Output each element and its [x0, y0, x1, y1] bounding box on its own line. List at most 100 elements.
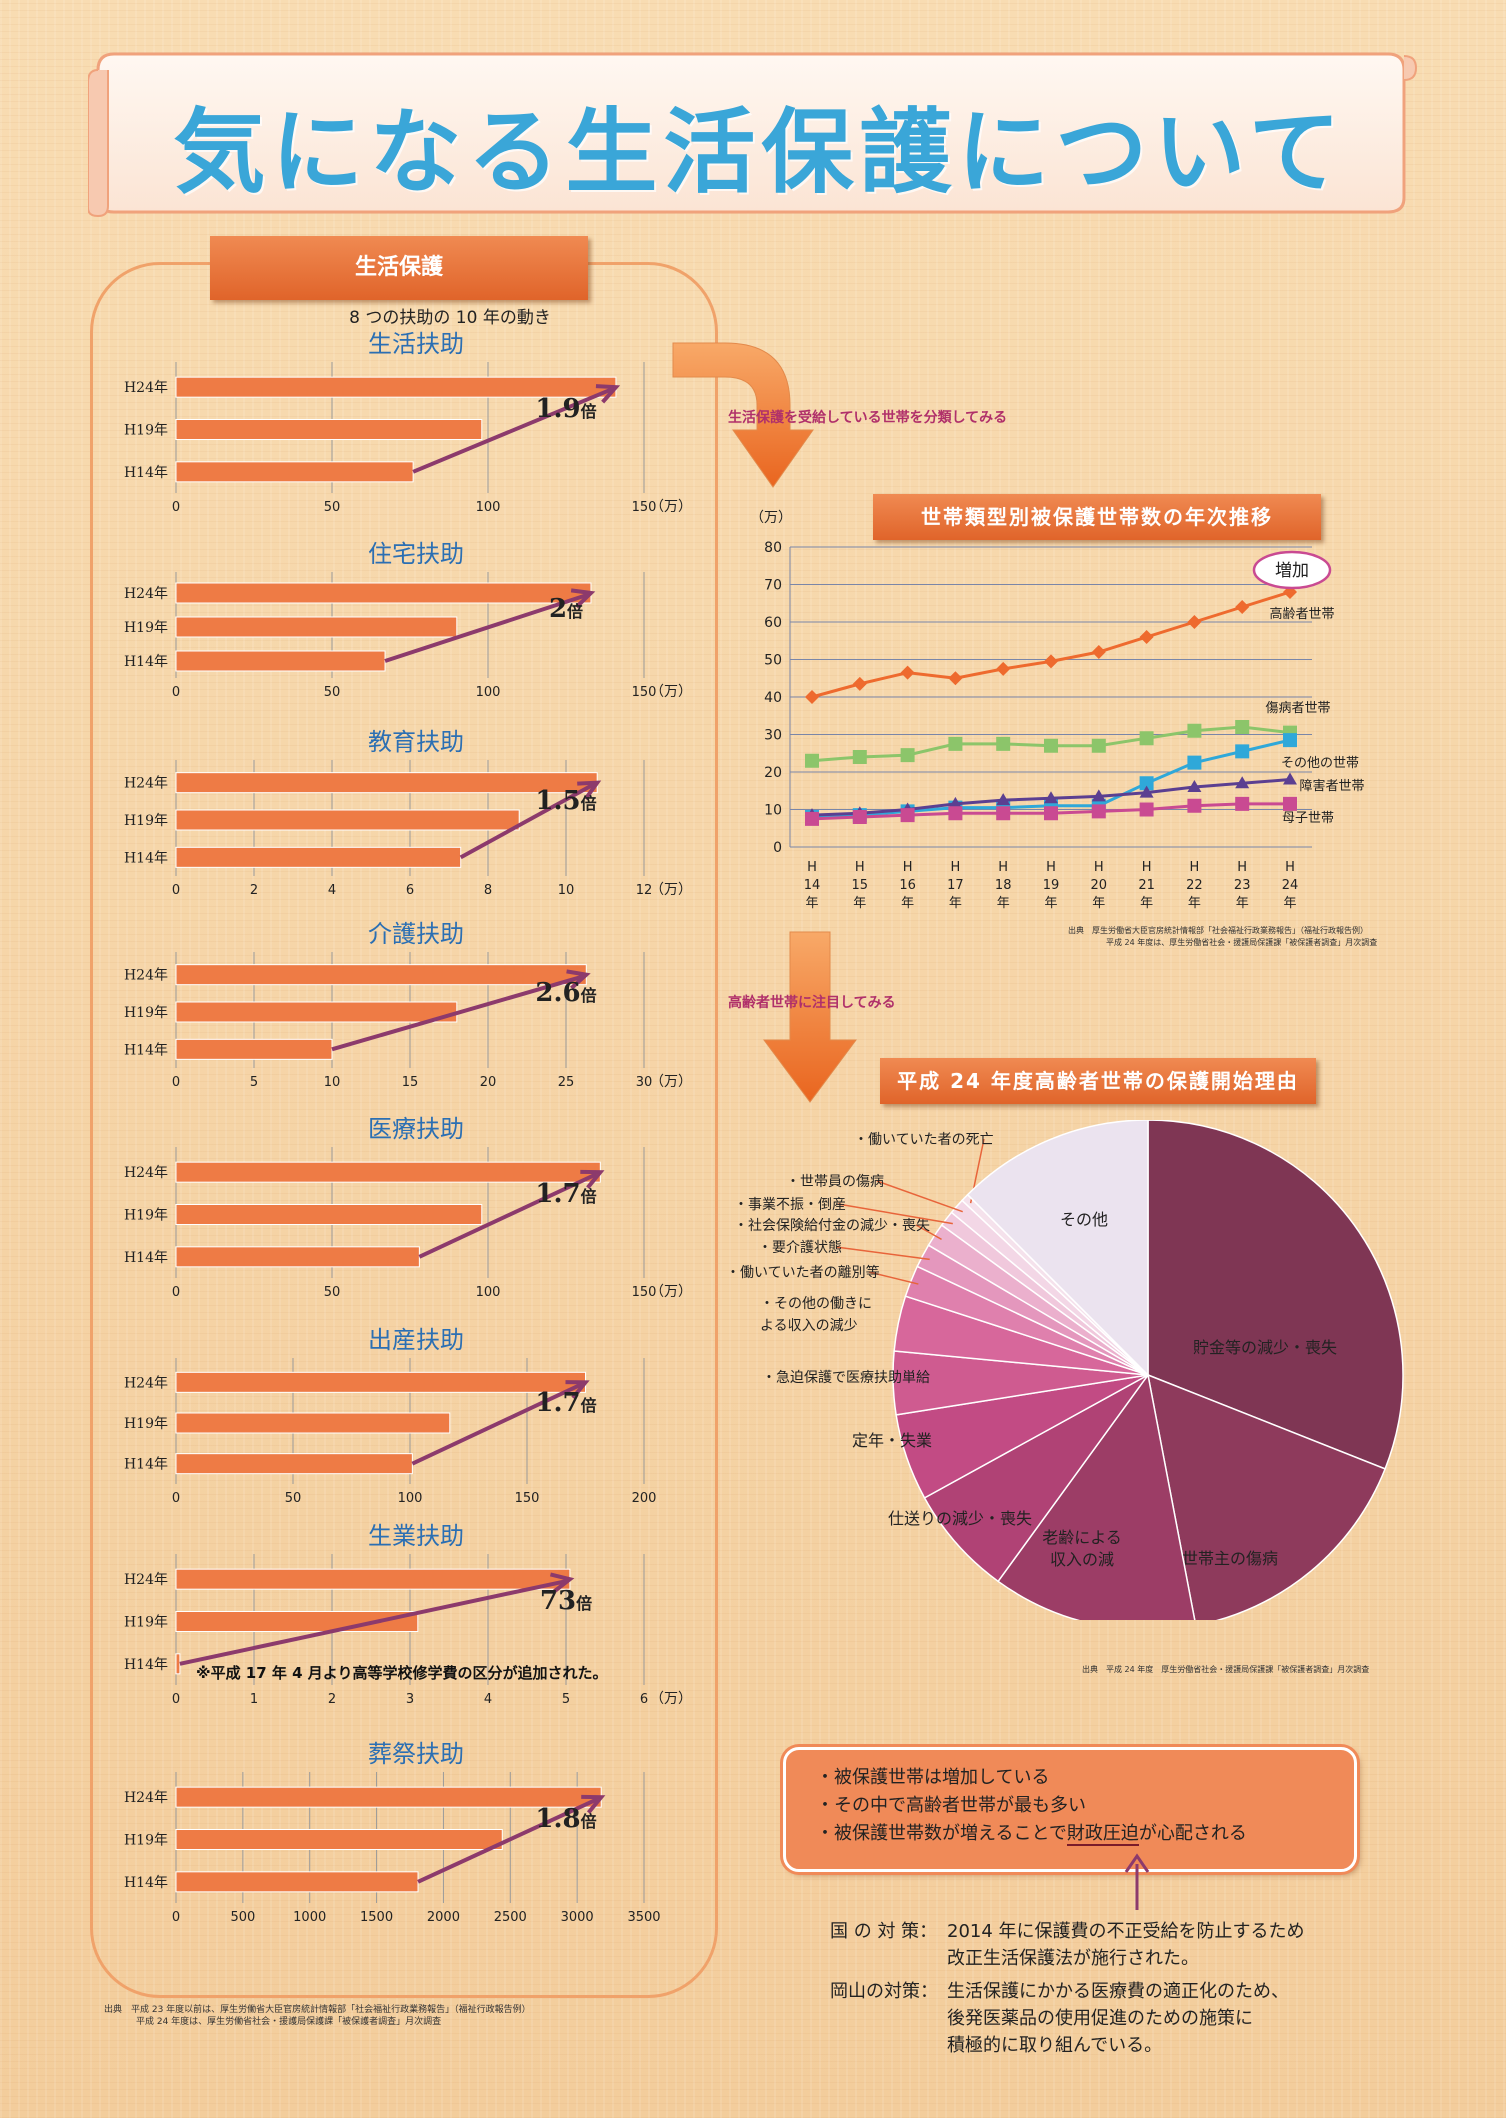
series-point [948, 796, 963, 809]
series-point [1139, 731, 1154, 746]
pie-leader-line [876, 1180, 963, 1213]
series-point [948, 806, 963, 821]
national-measure-1: 2014 年に保護費の不正受給を防止するため [947, 1921, 1305, 1942]
y-tick-label: 30 [764, 728, 782, 744]
pie-slice [1147, 1120, 1404, 1470]
national-measure-2: 改正生活保護法が施行された。 [947, 1948, 1199, 1969]
x-axis-unit: （万） [650, 1074, 692, 1090]
pie-leader-line [835, 1246, 930, 1261]
x-tick-label: 0 [172, 1910, 180, 1925]
x-tick-label: 2 [328, 1692, 336, 1707]
series-point [805, 690, 819, 704]
x-tick-label: 2500 [494, 1910, 527, 1925]
x-tick-label: 150 [632, 1285, 657, 1300]
bar-chart-title: 介護扶助 [368, 920, 464, 948]
bar [175, 1871, 419, 1893]
x-tick-label: 年 [1283, 896, 1296, 911]
bar [175, 1412, 451, 1434]
line-chart-source-line-2: 平成 24 年度は、厚生労働省社会・援護局保護課「被保護者調査」月次調査 [1106, 938, 1378, 947]
x-tick-label: 100 [398, 1491, 423, 1506]
bar-chart-title: 出産扶助 [368, 1326, 464, 1354]
x-tick-label: H [1285, 860, 1295, 875]
y-category-label: H14年 [124, 850, 168, 866]
x-tick-label: 15 [852, 878, 869, 893]
bar-chart-kaigo: 介護扶助 0 5 10 15 20 25 30（万） H24年 H19年 H14年 2.6倍 [124, 920, 692, 1090]
multiplier-label: 73倍 [540, 1586, 592, 1616]
growth-arrow-head [566, 969, 591, 990]
x-tick-label: 年 [853, 896, 866, 911]
series-point [1044, 654, 1058, 669]
series-point [1091, 645, 1106, 659]
pie-slice-label: 世帯主の傷病 [1182, 1549, 1278, 1568]
bar-chart-title: 生業扶助 [368, 1522, 464, 1550]
series-point [948, 671, 963, 686]
series-point [852, 750, 867, 764]
y-category-label: H24年 [124, 1375, 168, 1391]
x-tick-label: 10 [558, 883, 575, 898]
series-point [1283, 772, 1297, 785]
x-tick-label: 100 [476, 685, 501, 700]
line-chart-label: 世帯類型別被保護世帯数の年次推移 [873, 494, 1321, 540]
x-tick-label: 14 [804, 878, 821, 893]
arrow-1-caption: 生活保護を受給している世帯を分類してみる [728, 410, 1008, 426]
pie-slice-label: その他 [1060, 1210, 1108, 1229]
x-tick-label: 2 [250, 883, 258, 898]
x-tick-label: 0 [172, 883, 180, 898]
multiplier-label: 1.9倍 [535, 394, 596, 424]
y-category-label: H14年 [124, 1250, 168, 1266]
series-point [1091, 738, 1106, 753]
y-category-label: H19年 [124, 620, 168, 636]
y-category-label: H24年 [124, 586, 168, 602]
series-point [1283, 733, 1297, 748]
bar [175, 1829, 503, 1850]
x-tick-label: H [1237, 860, 1247, 875]
bar-chart-seikatsu: 生活扶助 0 50 100 150（万） H24年 H19年 H14年 1.9倍 [124, 330, 692, 515]
bar [175, 964, 587, 986]
pie-slice-label: ・その他の働きに [760, 1296, 872, 1312]
summary-box: ・被保護世帯は増加している ・その中で高齢者世帯が最も多い ・被保護世帯数が増え… [783, 1747, 1357, 1872]
pie-chart-source: 出典 平成 24 年度 厚生労働省社会・援護局保護課「被保護者調査」月次調査 [1082, 1665, 1370, 1674]
series-point [996, 736, 1011, 751]
growth-arrow-head [595, 384, 621, 404]
y-tick-label: 10 [764, 803, 782, 819]
bar-chart-sosai: 葬祭扶助 0 500 1000 1500 2000 2500 3000 3500 H24年 H19年… [124, 1740, 661, 1925]
x-tick-label: 20 [1091, 878, 1108, 893]
series-point [852, 810, 867, 824]
growth-arrow-head [577, 780, 602, 801]
x-tick-label: 年 [1044, 896, 1057, 911]
increase-callout [1252, 550, 1332, 590]
series-point [1187, 723, 1202, 738]
growth-arrow [331, 974, 583, 1052]
y-category-label: H14年 [124, 465, 168, 481]
x-tick-label: 4 [484, 1692, 492, 1707]
pie-leader-line [915, 1224, 942, 1241]
summary-line-3-a: ・被保護世帯数が増えることで [816, 1823, 1067, 1844]
measures-text: 国 の 対 策： 2014 年に保護費の不正受給を防止するため 改正生活保護法が施… [830, 1918, 1450, 2059]
series-point [1235, 600, 1250, 614]
summary-up-arrow [1124, 1853, 1150, 1910]
y-category-label: H24年 [124, 776, 168, 792]
x-tick-label: 16 [899, 878, 916, 893]
series-point [1235, 720, 1250, 734]
increase-callout-text: 増加 [1275, 561, 1309, 581]
x-tick-label: 10 [324, 1075, 341, 1090]
x-tick-label: 50 [324, 685, 341, 700]
y-axis-unit: （万） [750, 510, 792, 526]
y-tick-label: 40 [764, 690, 782, 706]
series-label: 傷病者世帯 [1265, 701, 1330, 716]
x-tick-label: 12 [636, 883, 653, 898]
summary-line-2: ・その中で高齢者世帯が最も多い [816, 1795, 1086, 1816]
x-tick-label: 30 [636, 1075, 653, 1090]
x-tick-label: 23 [1234, 878, 1251, 893]
x-tick-label: 150 [515, 1491, 540, 1506]
bar [175, 809, 520, 831]
y-category-label: H19年 [124, 1416, 168, 1432]
growth-arrow-head [549, 1572, 575, 1594]
series-point [1187, 798, 1202, 813]
series-point [1091, 804, 1106, 819]
growth-arrow-head [581, 1794, 606, 1814]
x-axis-unit: （万） [650, 882, 692, 898]
x-tick-label: 6 [406, 883, 414, 898]
series-point [900, 748, 915, 763]
x-axis-unit: （万） [650, 684, 692, 700]
